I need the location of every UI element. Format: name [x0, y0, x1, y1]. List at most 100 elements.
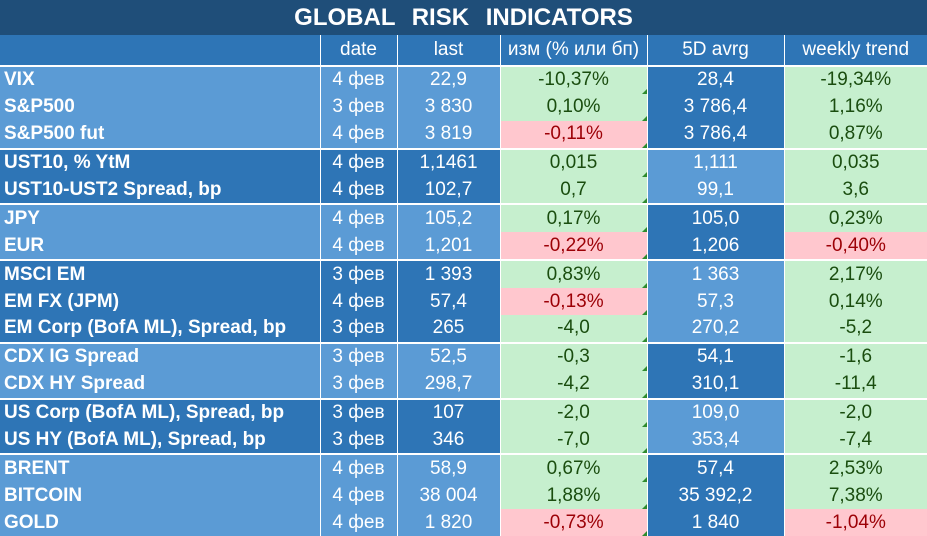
change-cell: -7,0 — [500, 426, 648, 455]
five-day-average-cell: 310,1 — [647, 370, 785, 399]
last-value-cell: 57,4 — [397, 288, 501, 316]
indicator-name-cell: VIX — [0, 65, 321, 94]
header-change: изм (% или бп) — [500, 35, 648, 67]
weekly-trend-cell: 0,23% — [784, 203, 927, 233]
table-row: EM FX (JPM) 4 фев 57,4 -0,13% 57,3 0,14% — [0, 288, 927, 316]
indicator-name-cell: CDX IG Spread — [0, 341, 321, 371]
weekly-trend-cell: 0,14% — [784, 288, 927, 316]
weekly-trend-cell: 7,38% — [784, 482, 927, 510]
table-body: VIX 4 фев 22,9 -10,37% 28,4 -19,34% S&P500 3 фе… — [0, 65, 927, 536]
last-value-cell: 3 830 — [397, 93, 501, 121]
weekly-trend-cell: -2,0 — [784, 397, 927, 427]
page-title: GLOBAL RISK INDICATORS — [0, 0, 927, 35]
indicator-name-cell: CDX HY Spread — [0, 370, 321, 399]
date-cell: 4 фев — [320, 288, 398, 316]
last-value-cell: 3 819 — [397, 120, 501, 149]
last-value-cell: 346 — [397, 426, 501, 455]
table-row: JPY 4 фев 105,2 0,17% 105,0 0,23% — [0, 203, 927, 233]
last-value-cell: 265 — [397, 315, 501, 343]
five-day-average-cell: 57,4 — [647, 453, 785, 483]
weekly-trend-cell: -19,34% — [784, 65, 927, 94]
five-day-average-cell: 1 363 — [647, 259, 785, 289]
weekly-trend-cell: 1,16% — [784, 93, 927, 121]
header-date: date — [320, 35, 398, 67]
date-cell: 3 фев — [320, 259, 398, 289]
table-row: S&P500 3 фев 3 830 0,10% 3 786,4 1,16% — [0, 93, 927, 121]
weekly-trend-cell: -0,40% — [784, 232, 927, 261]
table-row: EM Corp (BofA ML), Spread, bp 3 фев 265 -4,… — [0, 315, 927, 343]
five-day-average-cell: 105,0 — [647, 203, 785, 233]
last-value-cell: 102,7 — [397, 176, 501, 205]
header-last: last — [397, 35, 501, 67]
weekly-trend-cell: 2,53% — [784, 453, 927, 483]
date-cell: 4 фев — [320, 203, 398, 233]
last-value-cell: 1,201 — [397, 232, 501, 261]
header-weekly-trend: weekly trend — [784, 35, 927, 67]
change-cell: 0,67% — [500, 453, 648, 483]
weekly-trend-cell: -1,6 — [784, 341, 927, 371]
header-row: date last изм (% или бп) 5D avrg weekly … — [0, 35, 927, 67]
date-cell: 3 фев — [320, 370, 398, 399]
five-day-average-cell: 353,4 — [647, 426, 785, 455]
change-cell: -0,13% — [500, 288, 648, 316]
last-value-cell: 1,1461 — [397, 147, 501, 177]
change-cell: 0,015 — [500, 147, 648, 177]
indicator-name-cell: JPY — [0, 203, 321, 233]
date-cell: 4 фев — [320, 120, 398, 149]
table-row: UST10, % YtM 4 фев 1,1461 0,015 1,111 0,035 — [0, 147, 927, 177]
weekly-trend-cell: 0,035 — [784, 147, 927, 177]
table-row: CDX HY Spread 3 фев 298,7 -4,2 310,1 -11,4 — [0, 370, 927, 399]
indicator-name-cell: US Corp (BofA ML), Spread, bp — [0, 397, 321, 427]
date-cell: 3 фев — [320, 397, 398, 427]
weekly-trend-cell: 2,17% — [784, 259, 927, 289]
date-cell: 4 фев — [320, 65, 398, 94]
change-cell: 0,10% — [500, 93, 648, 121]
date-cell: 3 фев — [320, 341, 398, 371]
risk-indicators-table: date last изм (% или бп) 5D avrg weekly … — [0, 35, 927, 536]
last-value-cell: 38 004 — [397, 482, 501, 510]
change-cell: -10,37% — [500, 65, 648, 94]
table-row: US HY (BofA ML), Spread, bp 3 фев 346 -7,0 3… — [0, 426, 927, 455]
date-cell: 3 фев — [320, 315, 398, 343]
last-value-cell: 107 — [397, 397, 501, 427]
indicator-name-cell: S&P500 fut — [0, 120, 321, 149]
header-indicator — [0, 35, 321, 67]
weekly-trend-cell: -7,4 — [784, 426, 927, 455]
five-day-average-cell: 1,206 — [647, 232, 785, 261]
last-value-cell: 22,9 — [397, 65, 501, 94]
change-cell: 0,17% — [500, 203, 648, 233]
weekly-trend-cell: -11,4 — [784, 370, 927, 399]
five-day-average-cell: 1,111 — [647, 147, 785, 177]
last-value-cell: 1 393 — [397, 259, 501, 289]
five-day-average-cell: 270,2 — [647, 315, 785, 343]
header-5d-average: 5D avrg — [647, 35, 785, 67]
five-day-average-cell: 57,3 — [647, 288, 785, 316]
five-day-average-cell: 54,1 — [647, 341, 785, 371]
date-cell: 3 фев — [320, 426, 398, 455]
change-cell: -0,3 — [500, 341, 648, 371]
date-cell: 4 фев — [320, 147, 398, 177]
table-row: MSCI EM 3 фев 1 393 0,83% 1 363 2,17% — [0, 259, 927, 289]
five-day-average-cell: 28,4 — [647, 65, 785, 94]
table-row: CDX IG Spread 3 фев 52,5 -0,3 54,1 -1,6 — [0, 341, 927, 371]
last-value-cell: 298,7 — [397, 370, 501, 399]
date-cell: 3 фев — [320, 93, 398, 121]
five-day-average-cell: 35 392,2 — [647, 482, 785, 510]
change-cell: 1,88% — [500, 482, 648, 510]
change-cell: -4,2 — [500, 370, 648, 399]
table-row: EUR 4 фев 1,201 -0,22% 1,206 -0,40% — [0, 232, 927, 261]
date-cell: 4 фев — [320, 232, 398, 261]
table-row: S&P500 fut 4 фев 3 819 -0,11% 3 786,4 0,87% — [0, 120, 927, 149]
five-day-average-cell: 3 786,4 — [647, 93, 785, 121]
five-day-average-cell: 99,1 — [647, 176, 785, 205]
date-cell: 4 фев — [320, 482, 398, 510]
change-cell: -2,0 — [500, 397, 648, 427]
indicator-name-cell: S&P500 — [0, 93, 321, 121]
indicator-name-cell: EM Corp (BofA ML), Spread, bp — [0, 315, 321, 343]
weekly-trend-cell: 3,6 — [784, 176, 927, 205]
five-day-average-cell: 109,0 — [647, 397, 785, 427]
weekly-trend-cell: -5,2 — [784, 315, 927, 343]
indicator-name-cell: MSCI EM — [0, 259, 321, 289]
indicator-name-cell: EUR — [0, 232, 321, 261]
change-cell: -4,0 — [500, 315, 648, 343]
